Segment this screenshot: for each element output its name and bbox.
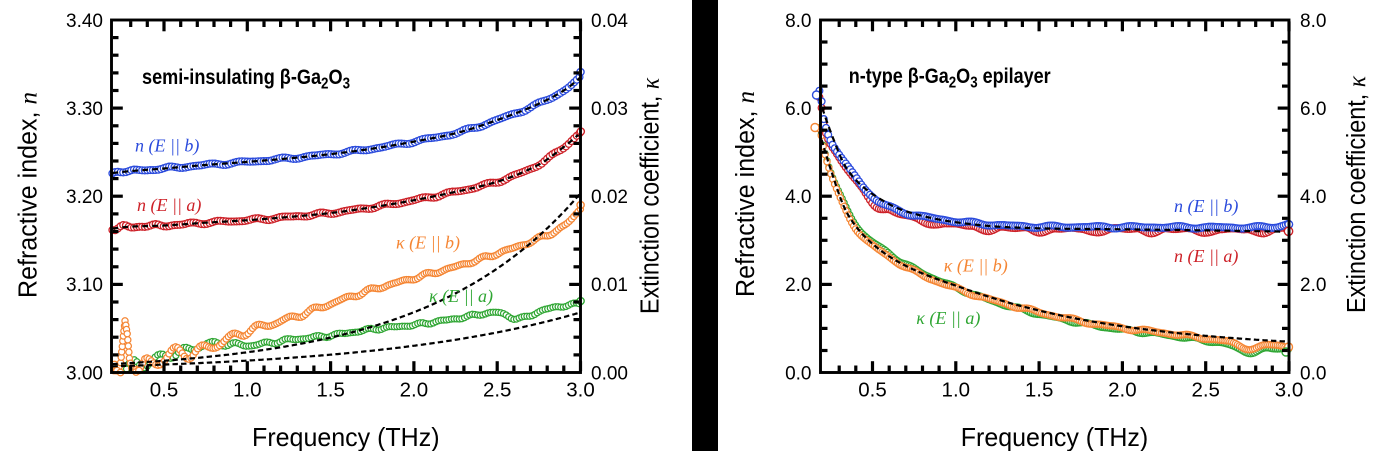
svg-text:1.5: 1.5 <box>316 379 345 402</box>
svg-text:3.20: 3.20 <box>66 187 103 208</box>
svg-text:Frequency (THz): Frequency (THz) <box>961 422 1149 451</box>
svg-text:2.0: 2.0 <box>400 379 429 402</box>
svg-text:4.0: 4.0 <box>1300 187 1326 208</box>
svg-text:3.40: 3.40 <box>66 11 103 32</box>
svg-text:0.0: 0.0 <box>1300 363 1326 384</box>
svg-text:1.0: 1.0 <box>942 379 971 402</box>
svg-text:Refractive index, n: Refractive index, n <box>731 91 760 297</box>
svg-text:6.0: 6.0 <box>785 99 811 120</box>
svg-text:6.0: 6.0 <box>1300 99 1326 120</box>
svg-text:0.0: 0.0 <box>785 363 811 384</box>
svg-text:0.03: 0.03 <box>591 99 628 120</box>
svg-text:3.0: 3.0 <box>566 379 595 402</box>
svg-text:3.10: 3.10 <box>66 275 103 296</box>
svg-text:0.00: 0.00 <box>591 363 628 384</box>
svg-text:n (E || a): n (E || a) <box>1174 246 1238 267</box>
svg-text:n (E || b): n (E || b) <box>135 136 199 157</box>
svg-text:Refractive index, n: Refractive index, n <box>14 92 43 298</box>
svg-text:2.0: 2.0 <box>1108 379 1137 402</box>
svg-text:2.5: 2.5 <box>483 379 512 402</box>
svg-text:κ (E || b): κ (E || b) <box>944 256 1008 277</box>
svg-text:2.0: 2.0 <box>785 275 811 296</box>
svg-text:n (E || a): n (E || a) <box>137 195 201 216</box>
svg-text:3.00: 3.00 <box>66 363 103 384</box>
svg-text:Extinction coefficient, κ: Extinction coefficient, κ <box>1342 75 1371 313</box>
svg-text:8.0: 8.0 <box>1300 11 1326 32</box>
svg-text:0.5: 0.5 <box>150 379 179 402</box>
svg-text:1.5: 1.5 <box>1025 379 1054 402</box>
svg-text:0.5: 0.5 <box>858 379 887 402</box>
svg-text:0.01: 0.01 <box>591 275 628 296</box>
svg-text:3.0: 3.0 <box>1275 379 1304 402</box>
svg-text:κ (E || a): κ (E || a) <box>916 308 980 329</box>
svg-text:0.04: 0.04 <box>591 11 628 32</box>
svg-text:Frequency (THz): Frequency (THz) <box>252 422 440 451</box>
svg-text:3.30: 3.30 <box>66 99 103 120</box>
svg-text:8.0: 8.0 <box>785 11 811 32</box>
svg-text:0.02: 0.02 <box>591 187 628 208</box>
svg-text:κ (E || b): κ (E || b) <box>396 233 460 254</box>
svg-text:κ (E || a): κ (E || a) <box>429 286 493 307</box>
svg-text:n (E || b): n (E || b) <box>1174 196 1238 217</box>
svg-text:2.5: 2.5 <box>1191 379 1220 402</box>
svg-text:1.0: 1.0 <box>233 379 262 402</box>
svg-text:4.0: 4.0 <box>785 187 811 208</box>
svg-text:semi-insulating β-Ga2O3: semi-insulating β-Ga2O3 <box>142 66 350 93</box>
svg-text:2.0: 2.0 <box>1300 275 1326 296</box>
svg-text:Extinction coefficient, κ: Extinction coefficient, κ <box>636 77 665 314</box>
